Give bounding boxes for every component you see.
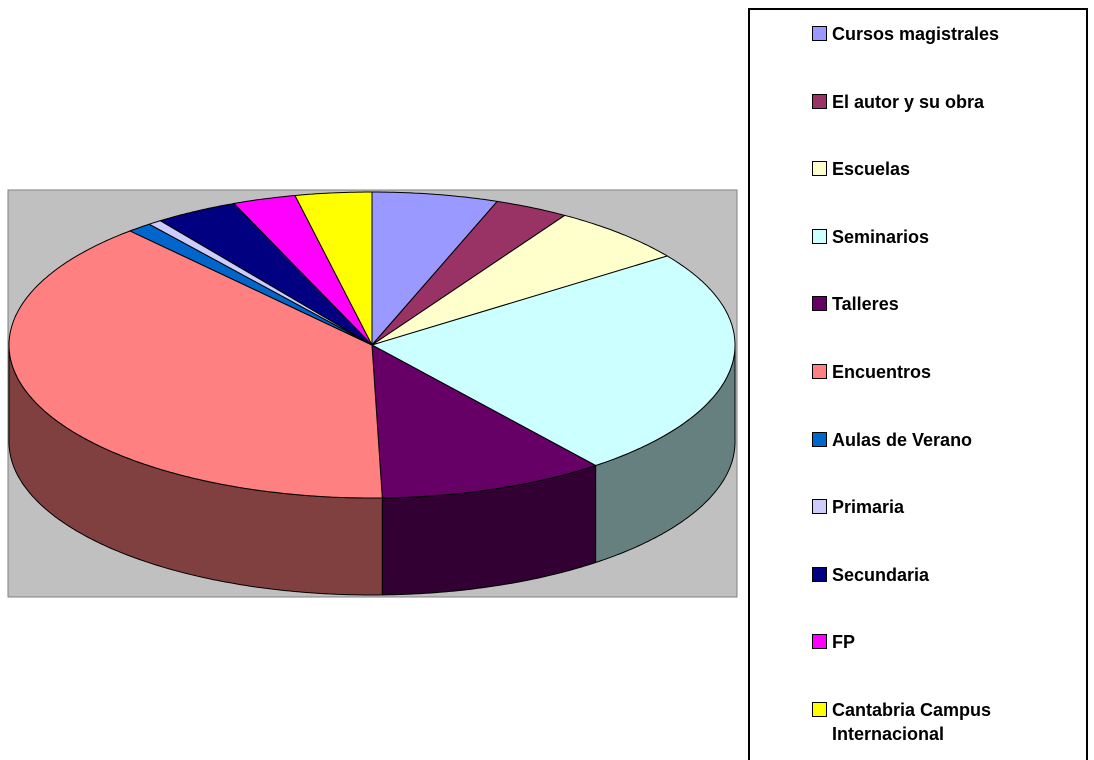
legend-swatch	[812, 296, 827, 312]
legend-label: Secundaria	[832, 564, 930, 585]
legend-item: Primaria	[812, 495, 1086, 563]
legend-item: Secundaria	[812, 563, 1086, 631]
slice	[294, 191, 373, 346]
slice	[370, 255, 736, 467]
legend-label: Aulas de Verano	[832, 429, 973, 450]
legend-item: Cursos magistrales	[812, 22, 1086, 90]
slice	[159, 202, 373, 346]
legend-swatch	[812, 228, 827, 244]
legend-label: Cantabria Campus Internacional	[832, 699, 992, 744]
slice	[232, 194, 373, 346]
legend-item: Talleres	[812, 292, 1086, 360]
chart	[7, 189, 738, 598]
legend-item: Cantabria Campus Internacional	[812, 698, 1086, 760]
legend-label: Seminarios	[832, 226, 930, 247]
legend-item: Seminarios	[812, 225, 1086, 293]
legend-swatch	[812, 499, 827, 515]
legend-label: Encuentros	[832, 361, 932, 382]
slice	[371, 344, 597, 499]
legend: Cursos magistrales El autor y su obra Escu…	[748, 8, 1088, 760]
slice	[128, 223, 373, 346]
legend-label: Escuelas	[832, 159, 911, 180]
legend-item: El autor y su obra	[812, 90, 1086, 158]
legend-swatch	[812, 26, 827, 41]
slice	[371, 191, 499, 347]
legend-swatch	[812, 161, 827, 177]
legend-swatch	[812, 431, 827, 447]
slice	[8, 230, 383, 499]
legend-item: Aulas de Verano	[812, 428, 1086, 496]
legend-label: Cursos magistrales	[832, 24, 1000, 44]
legend-swatch	[812, 701, 827, 717]
legend-swatch	[812, 363, 827, 379]
slice	[371, 200, 566, 346]
legend-label: Talleres	[832, 294, 899, 315]
slice	[371, 214, 669, 346]
legend-label: FP	[832, 632, 856, 653]
legend-swatch	[812, 93, 827, 109]
legend-item: Escuelas	[812, 157, 1086, 225]
legend-swatch	[812, 634, 827, 650]
legend-swatch	[812, 566, 827, 582]
legend-item: Encuentros	[812, 360, 1086, 428]
legend-item: FP	[812, 630, 1086, 698]
legend-label: Primaria	[832, 497, 905, 518]
legend-label: El autor y su obra	[832, 91, 985, 112]
